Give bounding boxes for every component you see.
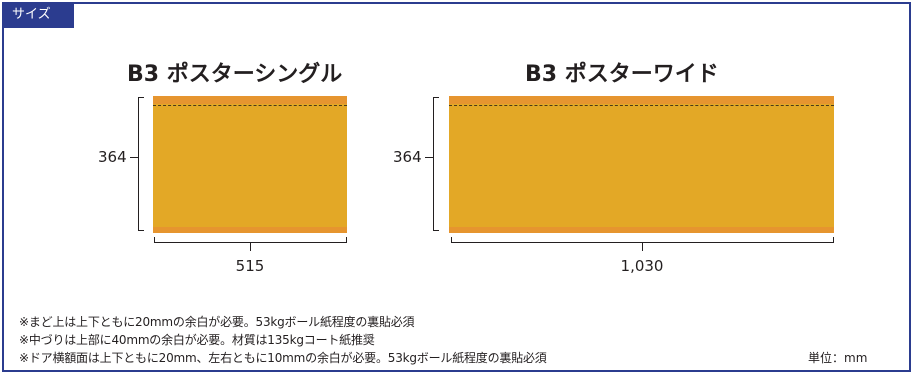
- poster-single-bottom-band: [153, 227, 347, 233]
- section-tab: サイズ: [2, 2, 74, 28]
- poster-single-margin-line: [153, 105, 347, 106]
- poster-wide-top-band: [449, 96, 834, 104]
- poster-single-title: B3 ポスターシングル: [127, 62, 343, 87]
- poster-single-width-label: 515: [235, 257, 265, 275]
- poster-single-width-tick: [250, 243, 251, 251]
- poster-wide-width-tick: [642, 243, 643, 251]
- poster-single-shape: [153, 96, 347, 233]
- poster-single-top-band: [153, 96, 347, 104]
- note-window-poster: ※まど上は上下ともに20mmの余白が必要。53kgボール紙程度の裏貼必須: [19, 315, 415, 329]
- poster-wide-bottom-band: [449, 227, 834, 233]
- poster-wide-width-label: 1,030: [620, 257, 664, 275]
- poster-single-height-tick: [130, 157, 138, 158]
- note-hanging-poster: ※中づりは上部に40mmの余白が必要。材質は135kgコート紙推奨: [19, 333, 375, 347]
- poster-wide-shape: [449, 96, 834, 233]
- poster-wide-title: B3 ポスターワイド: [525, 62, 719, 87]
- unit-label: 単位：mm: [808, 351, 868, 365]
- poster-wide-width-bracket: [451, 237, 834, 243]
- poster-single-height-label: 364: [98, 148, 127, 166]
- poster-wide-height-tick: [425, 157, 433, 158]
- note-door-frame-poster: ※ドア横額面は上下ともに20mm、左右ともに10mmの余白が必要。53kgボール…: [19, 351, 547, 365]
- poster-wide-height-label: 364: [393, 148, 422, 166]
- poster-single-width-bracket: [154, 237, 347, 243]
- poster-single-height-bracket: [138, 97, 144, 231]
- poster-wide-margin-line: [449, 105, 834, 106]
- size-section-frame: [2, 2, 911, 372]
- poster-wide-height-bracket: [433, 97, 439, 231]
